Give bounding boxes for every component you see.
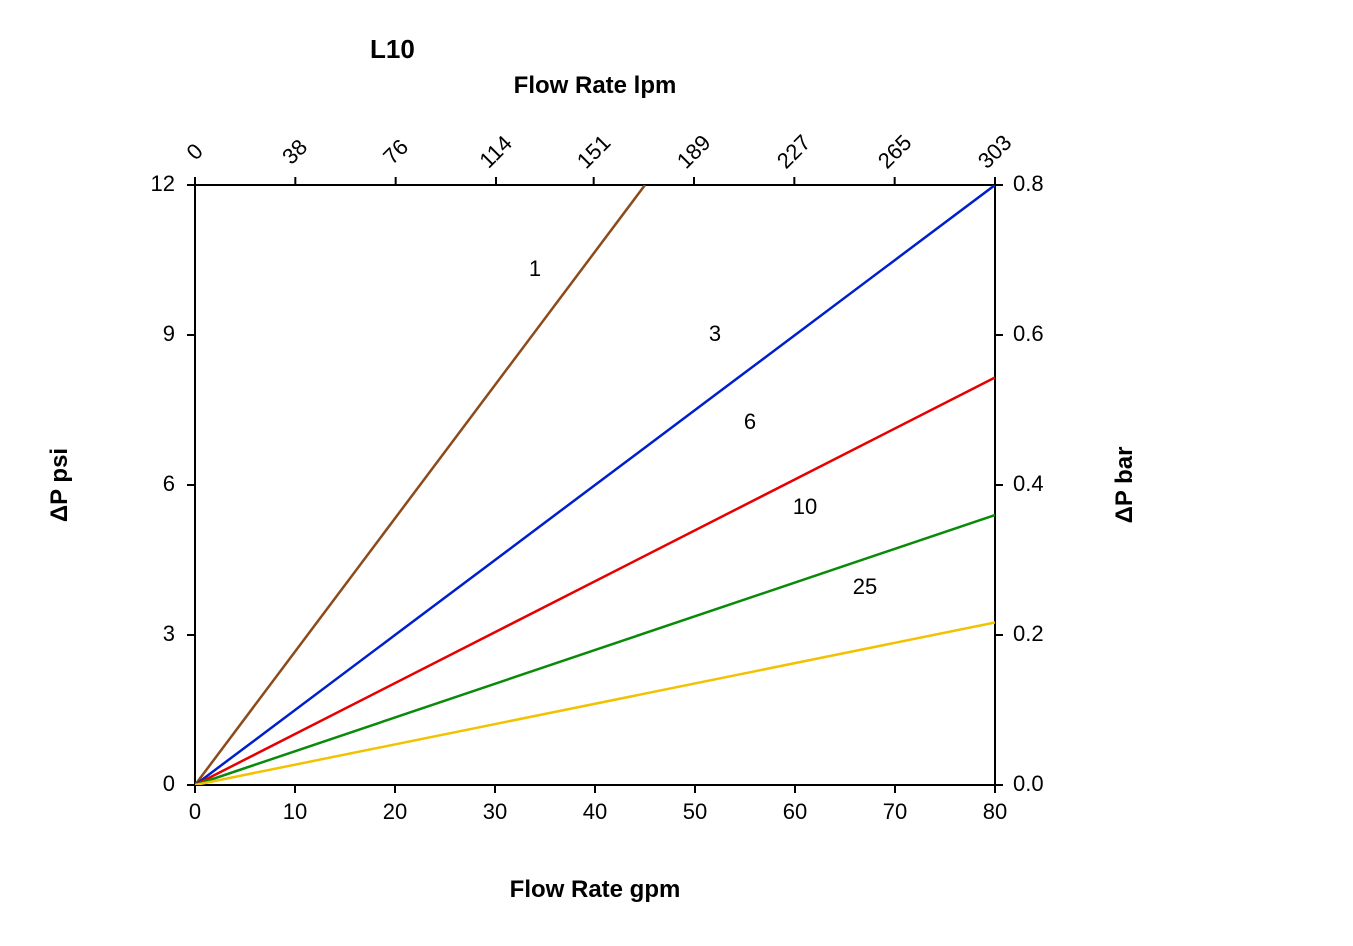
tick-y-left: 0 <box>105 771 175 797</box>
tick-y-right: 0.2 <box>1013 621 1083 647</box>
series-label: 6 <box>720 409 780 435</box>
tick-x-bottom: 50 <box>655 799 735 825</box>
series-line <box>195 185 995 785</box>
tick-y-left: 12 <box>105 171 175 197</box>
tick-x-bottom: 20 <box>355 799 435 825</box>
series-label: 1 <box>505 256 565 282</box>
tick-y-right: 0.8 <box>1013 171 1083 197</box>
tick-x-bottom: 80 <box>955 799 1035 825</box>
series-label: 10 <box>775 494 835 520</box>
tick-y-right: 0.0 <box>1013 771 1083 797</box>
tick-x-bottom: 10 <box>255 799 335 825</box>
chart-container: L10 Flow Rate lpm Flow Rate gpm ΔP psi Δ… <box>0 0 1353 946</box>
tick-y-right: 0.4 <box>1013 471 1083 497</box>
series-label: 3 <box>685 321 745 347</box>
tick-x-bottom: 70 <box>855 799 935 825</box>
series-line <box>195 185 645 785</box>
tick-y-right: 0.6 <box>1013 321 1083 347</box>
tick-x-bottom: 30 <box>455 799 535 825</box>
tick-x-bottom: 40 <box>555 799 635 825</box>
series-label: 25 <box>835 574 895 600</box>
tick-y-left: 9 <box>105 321 175 347</box>
series-line <box>195 623 995 786</box>
tick-x-bottom: 0 <box>155 799 235 825</box>
tick-y-left: 6 <box>105 471 175 497</box>
series-line <box>195 515 995 785</box>
tick-x-bottom: 60 <box>755 799 835 825</box>
tick-y-left: 3 <box>105 621 175 647</box>
